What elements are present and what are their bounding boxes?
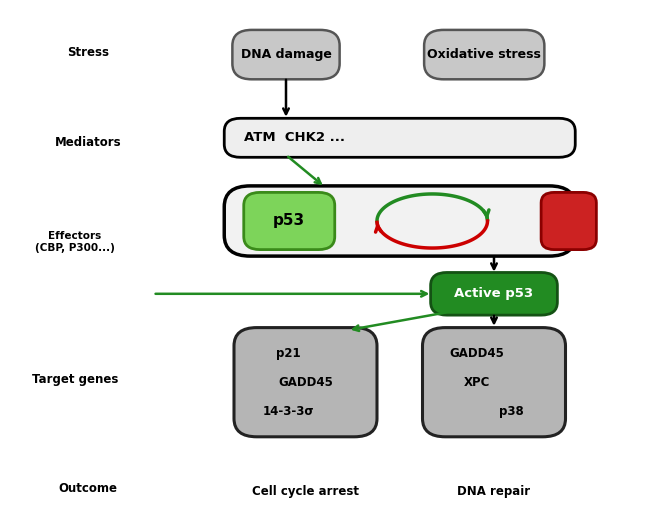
Text: Cell cycle arrest: Cell cycle arrest: [252, 485, 359, 498]
Text: p53: p53: [273, 214, 306, 228]
Text: Outcome: Outcome: [58, 483, 117, 495]
Text: p21: p21: [276, 346, 300, 360]
Text: Target genes: Target genes: [32, 373, 118, 386]
Text: Oxidative stress: Oxidative stress: [427, 48, 541, 61]
Text: 14-3-3σ: 14-3-3σ: [263, 405, 314, 418]
FancyBboxPatch shape: [224, 118, 575, 157]
Text: GADD45: GADD45: [449, 346, 504, 360]
FancyBboxPatch shape: [233, 30, 339, 79]
FancyBboxPatch shape: [234, 328, 377, 437]
FancyBboxPatch shape: [422, 328, 566, 437]
Text: ATM  CHK2 ...: ATM CHK2 ...: [244, 131, 344, 144]
Text: p38: p38: [499, 405, 523, 418]
FancyBboxPatch shape: [424, 30, 544, 79]
FancyBboxPatch shape: [224, 186, 575, 256]
Text: Mediators: Mediators: [55, 136, 121, 150]
Text: XPC: XPC: [463, 375, 490, 388]
FancyBboxPatch shape: [244, 192, 335, 250]
Text: DNA repair: DNA repair: [458, 485, 530, 498]
Text: DNA damage: DNA damage: [240, 48, 332, 61]
Text: Effectors
(CBP, P300...): Effectors (CBP, P300...): [35, 231, 114, 253]
FancyBboxPatch shape: [430, 272, 558, 315]
Text: GADD45: GADD45: [278, 375, 333, 388]
FancyBboxPatch shape: [541, 192, 597, 250]
Text: Stress: Stress: [67, 45, 109, 58]
Text: Active p53: Active p53: [454, 287, 534, 301]
